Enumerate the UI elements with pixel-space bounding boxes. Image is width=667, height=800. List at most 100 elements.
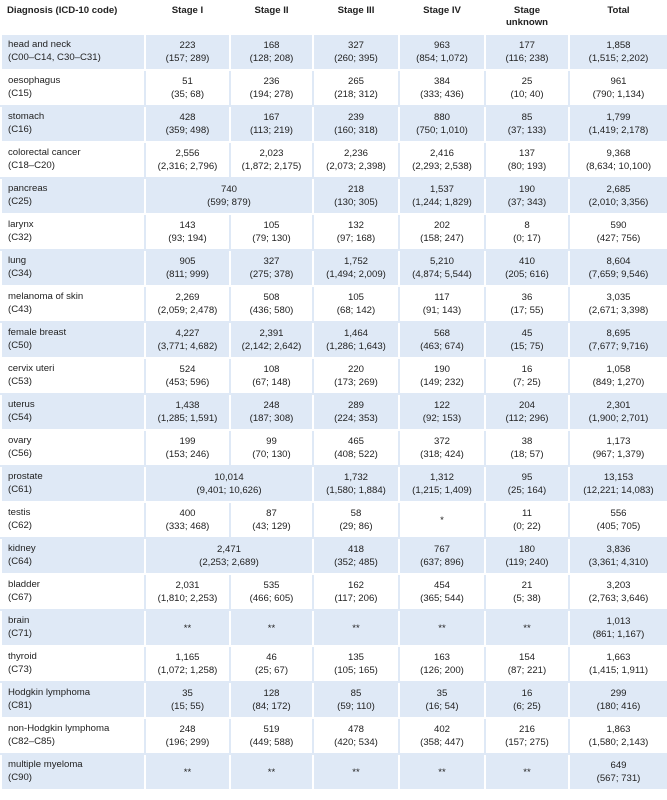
table-row: head and neck (C00–C14, C30–C31) 223 (157; … [0, 33, 667, 71]
stage-4-cell-value: 767 [433, 544, 450, 555]
total-cell: 8,695 (7,677; 9,716) [568, 321, 667, 359]
stage-1-cell: 1,165 (1,072; 1,258) [144, 645, 231, 683]
stage-1-cell-value: 905 [179, 256, 196, 267]
table-row: multiple myeloma (C90) ** ** ** ** ** 649 (567; … [0, 753, 667, 791]
stage-1-2-cell-ci: (2,253; 2,689) [199, 557, 259, 568]
stage-4-cell-value: 568 [433, 328, 450, 339]
stage-2-cell-value: 168 [263, 40, 280, 51]
stage-2-cell-ci: (436; 580) [249, 305, 294, 316]
stage-2-cell: 327 (275; 378) [229, 249, 314, 287]
stage-2-cell: 508 (436; 580) [229, 285, 314, 323]
stage-unknown-cell-ci: (116; 238) [505, 53, 549, 64]
stage-unknown-cell-value: 154 [518, 652, 535, 663]
diagnosis-name: brain [8, 615, 30, 626]
stage-unknown-cell: 45 (15; 75) [484, 321, 570, 359]
stage-4-cell: 1,312 (1,215; 1,409) [398, 465, 486, 503]
stage-1-2-cell: 10,014 (9,401; 10,626) [144, 465, 314, 503]
stage-2-cell-ci: (43; 129) [252, 521, 291, 532]
stage-3-cell-ci: (260; 395) [334, 53, 378, 64]
stage-4-cell-ci: (463; 674) [420, 341, 464, 352]
diagnosis-code: (C82–C85) [8, 736, 55, 747]
stage-4-cell-ci: (637; 896) [420, 557, 464, 568]
diagnosis-name: oesophagus [8, 75, 61, 86]
total-cell-ci: (3,361; 4,310) [588, 557, 649, 568]
total-cell-ci: (567; 731) [596, 773, 641, 784]
stage-2-cell: ** [229, 609, 314, 647]
stage-3-cell: 2,236 (2,073; 2,398) [312, 141, 400, 179]
diagnosis-code: (C67) [8, 592, 32, 603]
stage-unknown-cell-value: 204 [518, 400, 535, 411]
stage-unknown-cell: 216 (157; 275) [484, 717, 570, 755]
stage-2-cell-ci: (466; 605) [249, 593, 294, 604]
stage-unknown-cell-ci: (0; 22) [513, 521, 541, 532]
diagnosis-cell: multiple myeloma (C90) [0, 753, 146, 791]
diagnosis-cell: prostate (C61) [0, 465, 146, 503]
stage-2-cell: 108 (67; 148) [229, 357, 314, 395]
stage-unknown-cell: 16 (6; 25) [484, 681, 570, 719]
stage-unknown-cell: 95 (25; 164) [484, 465, 570, 503]
stage-1-cell: 35 (15; 55) [144, 681, 231, 719]
stage-4-cell-value: 402 [433, 724, 450, 735]
stage-2-cell-ci: (187; 308) [249, 413, 294, 424]
stage-4-cell: 163 (126; 200) [398, 645, 486, 683]
header-stage-2: Stage II [230, 0, 313, 35]
header-stage-unknown-line1: Stage [513, 5, 541, 16]
stage-2-cell-value: 519 [263, 724, 280, 735]
diagnosis-name: multiple myeloma [8, 759, 83, 770]
stage-4-cell-value: * [440, 514, 444, 526]
stage-2-cell-value: 2,391 [259, 328, 284, 339]
stage-unknown-cell-value: 36 [521, 292, 533, 303]
total-cell-ci: (427; 756) [596, 233, 641, 244]
stage-1-cell-value: 223 [179, 40, 196, 51]
table-row: oesophagus (C15) 51 (35; 68) 236 (194; 278) 26… [0, 69, 667, 107]
total-cell-ci: (1,419; 2,178) [588, 125, 649, 136]
table-row: thyroid (C73) 1,165 (1,072; 1,258) 46 (25; 67… [0, 645, 667, 683]
stage-4-cell: 402 (358; 447) [398, 717, 486, 755]
stage-unknown-cell-ci: (157; 275) [505, 737, 549, 748]
stage-4-cell: 1,537 (1,244; 1,829) [398, 177, 486, 215]
diagnosis-name: head and neck [8, 39, 71, 50]
stage-4-cell-ci: (1,244; 1,829) [412, 197, 472, 208]
stage-4-cell: 122 (92; 153) [398, 393, 486, 431]
stage-unknown-cell-value: 16 [521, 688, 533, 699]
stage-2-cell-ci: (1,872; 2,175) [241, 161, 302, 172]
diagnosis-name: melanoma of skin [8, 291, 84, 302]
total-cell-value: 1,173 [606, 436, 631, 447]
stage-4-cell-value: 384 [433, 76, 450, 87]
stage-1-2-cell-value: 2,471 [216, 544, 241, 555]
diagnosis-cell: testis (C62) [0, 501, 146, 539]
diagnosis-cell: bladder (C67) [0, 573, 146, 611]
stage-2-cell: 236 (194; 278) [229, 69, 314, 107]
stage-3-cell: 135 (105; 165) [312, 645, 400, 683]
stage-1-2-cell-ci: (9,401; 10,626) [196, 485, 262, 496]
total-cell-value: 2,685 [606, 184, 631, 195]
total-cell: 556 (405; 705) [568, 501, 667, 539]
stage-3-cell: 58 (29; 86) [312, 501, 400, 539]
stage-unknown-cell-ci: (37; 343) [507, 197, 547, 208]
stage-3-cell-value: 220 [347, 364, 364, 375]
stage-4-cell-ci: (750; 1,010) [416, 125, 468, 136]
stage-2-cell: 128 (84; 172) [229, 681, 314, 719]
stage-1-2-cell: 740 (599; 879) [144, 177, 314, 215]
stage-1-cell-ci: (811; 999) [165, 269, 210, 280]
total-cell: 299 (180; 416) [568, 681, 667, 719]
stage-unknown-cell-value: 137 [518, 148, 535, 159]
total-cell-ci: (2,763; 3,646) [588, 593, 649, 604]
diagnosis-name: pancreas [8, 183, 48, 194]
stage-unknown-cell: 36 (17; 55) [484, 285, 570, 323]
diagnosis-code: (C61) [8, 484, 32, 495]
total-cell-value: 961 [610, 76, 627, 87]
stage-unknown-cell: 16 (7; 25) [484, 357, 570, 395]
stage-1-cell: 4,227 (3,771; 4,682) [144, 321, 231, 359]
stage-unknown-cell-value: 21 [521, 580, 533, 591]
stage-4-cell-value: 880 [433, 112, 450, 123]
stage-3-cell-value: 289 [347, 400, 364, 411]
total-cell-value: 3,203 [606, 580, 631, 591]
total-cell: 1,858 (1,515; 2,202) [568, 33, 667, 71]
stage-1-cell-value: 2,031 [175, 580, 200, 591]
stage-1-cell-ci: (35; 68) [170, 89, 205, 100]
diagnosis-name: testis [8, 507, 31, 518]
diagnosis-name: non-Hodgkin lymphoma [8, 723, 110, 734]
stage-2-cell-value: 105 [263, 220, 280, 231]
